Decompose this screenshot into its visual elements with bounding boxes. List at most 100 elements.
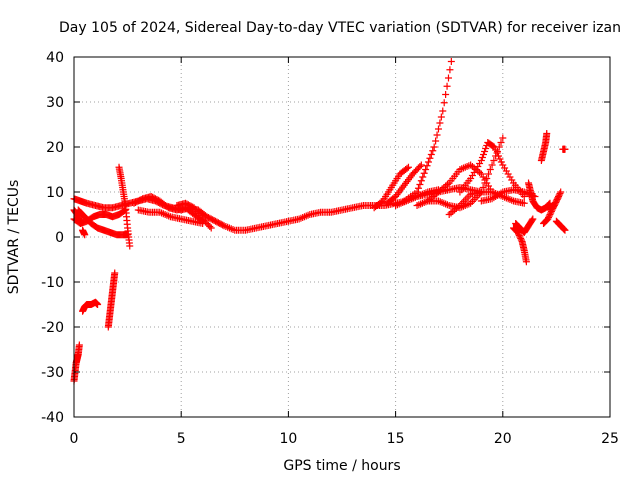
data-point: [481, 179, 489, 187]
data-point: [416, 163, 424, 170]
data-point: [443, 82, 451, 90]
series-arc-15h: [370, 163, 412, 212]
series-arc-early-b: [74, 206, 132, 239]
y-tick-label: 30: [46, 95, 64, 111]
data-point: [482, 145, 490, 152]
data-point: [439, 107, 447, 115]
data-point: [515, 230, 523, 238]
data-point: [551, 200, 559, 208]
data-point: [219, 221, 227, 229]
data-point: [515, 232, 523, 239]
series-arc-22h: [537, 130, 551, 164]
series-arc-18h: [413, 161, 496, 209]
data-point: [543, 130, 551, 137]
data-point: [493, 149, 501, 157]
data-point: [94, 301, 102, 308]
series-arc-4h: [134, 206, 207, 227]
data-point: [517, 235, 525, 242]
data-point: [553, 196, 561, 203]
data-point: [426, 154, 434, 162]
data-point: [489, 142, 497, 150]
series-arc-16h: [383, 161, 425, 207]
data-point: [440, 99, 448, 107]
data-point: [490, 143, 498, 151]
data-point: [420, 169, 428, 177]
data-point: [477, 157, 485, 164]
data-point: [403, 164, 411, 172]
data-point: [520, 199, 528, 207]
data-point: [497, 158, 505, 166]
data-point: [496, 155, 504, 163]
data-point: [480, 151, 488, 158]
data-point: [483, 175, 491, 182]
data-point: [516, 233, 524, 241]
y-tick-label: -30: [41, 365, 64, 381]
data-point: [446, 66, 454, 74]
data-point: [413, 188, 421, 196]
data-point: [417, 177, 425, 185]
series-arc-21c: [525, 179, 554, 214]
series-arc-neg15: [79, 298, 102, 315]
x-tick-label: 10: [279, 431, 297, 447]
data-point: [417, 161, 425, 169]
x-tick-label: 5: [177, 431, 186, 447]
y-tick-label: 20: [46, 140, 64, 156]
series-arc-17h: [400, 58, 455, 205]
grid-lines: [74, 57, 610, 417]
series-arc-22d: [559, 145, 569, 153]
data-point: [481, 148, 489, 155]
data-point: [490, 157, 498, 164]
y-tick-label: 10: [46, 185, 64, 201]
series-arc-neg30: [70, 341, 83, 385]
series-arc-20h: [445, 188, 528, 218]
data-point: [111, 269, 119, 277]
data-point: [436, 119, 444, 127]
data-point: [557, 188, 565, 196]
data-point: [206, 223, 214, 230]
series-arc-22c: [552, 217, 569, 234]
data-point: [414, 184, 422, 192]
data-point: [422, 166, 430, 173]
data-point: [497, 139, 505, 146]
x-tick-label: 0: [70, 431, 79, 447]
data-point: [522, 258, 530, 266]
series-arc-22e: [546, 193, 563, 214]
data-point: [427, 151, 435, 158]
data-point: [430, 143, 438, 151]
chart-title: Day 105 of 2024, Sidereal Day-to-day VTE…: [59, 20, 621, 36]
series-arc-early-d: [79, 226, 89, 239]
data-point: [423, 162, 431, 170]
data-point: [76, 217, 84, 225]
data-point: [495, 152, 503, 160]
data-point: [488, 161, 496, 169]
data-point: [75, 341, 83, 349]
data-point: [492, 146, 500, 154]
data-point: [207, 224, 215, 232]
y-tick-label: -40: [41, 410, 64, 426]
data-point: [546, 199, 554, 207]
data-point: [486, 166, 494, 173]
series-arc-21b: [512, 215, 537, 236]
axis-ticks: [73, 56, 611, 418]
data-point: [444, 74, 452, 82]
data-point: [126, 242, 134, 250]
data-point: [555, 193, 563, 200]
data-points: [70, 58, 569, 385]
data-point: [429, 147, 437, 155]
y-tick-label: -20: [41, 320, 64, 336]
data-point: [517, 236, 525, 244]
series-arc-2h: [115, 163, 134, 250]
x-axis-label: GPS time / hours: [283, 458, 400, 474]
data-point: [561, 145, 569, 153]
data-point: [416, 181, 424, 188]
data-point: [545, 212, 553, 220]
data-point: [485, 170, 493, 178]
data-point: [545, 201, 553, 209]
x-tick-label: 25: [601, 431, 619, 447]
y-tick-label: 40: [46, 50, 64, 66]
data-point: [554, 194, 562, 202]
data-point: [442, 91, 450, 98]
data-point: [529, 215, 537, 223]
data-point: [528, 216, 536, 224]
